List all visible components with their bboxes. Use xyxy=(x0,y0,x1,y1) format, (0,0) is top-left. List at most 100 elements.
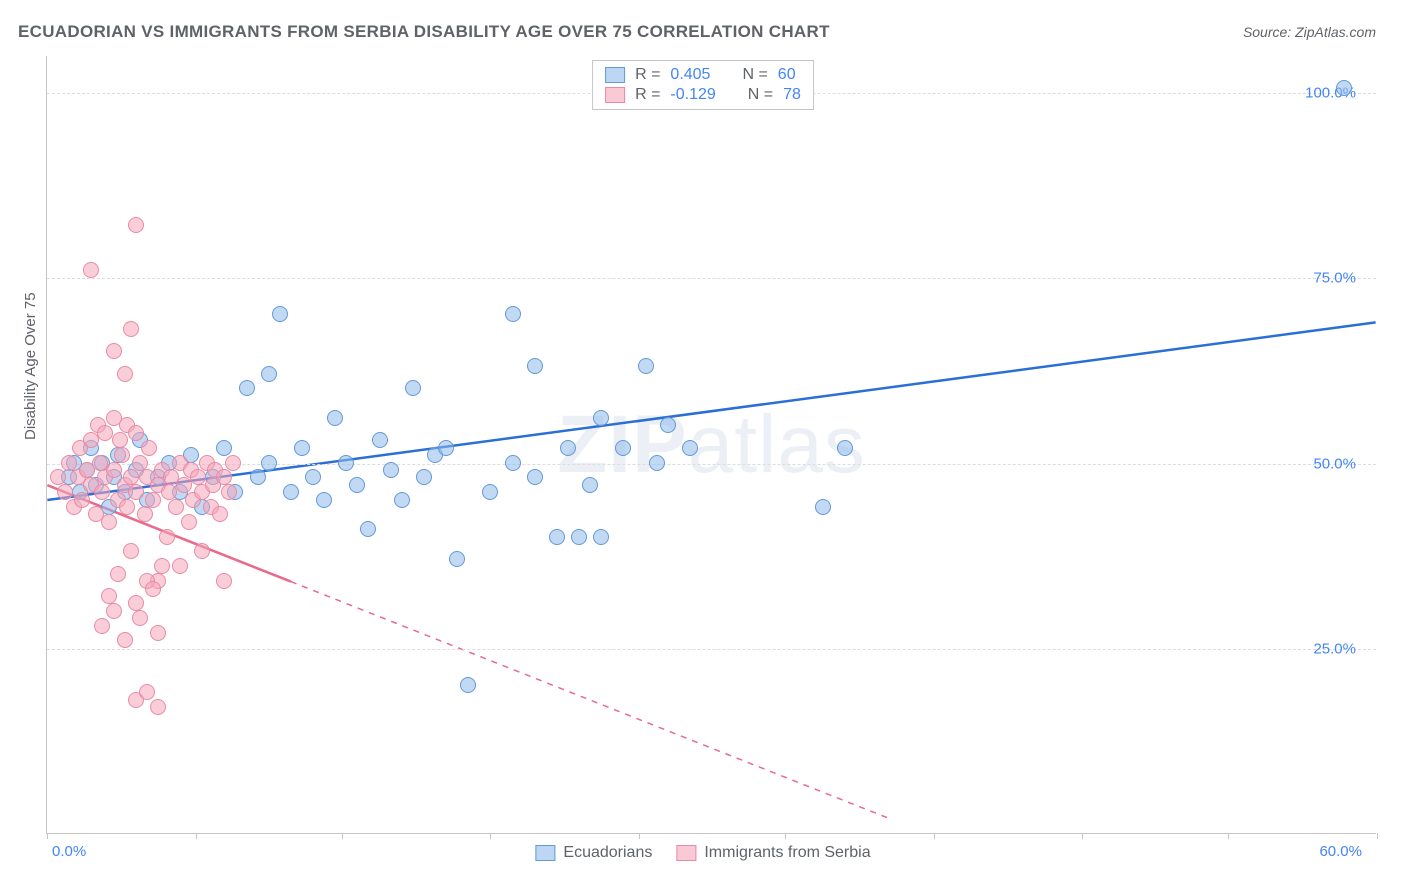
correlation-legend-row-pink: R = -0.129 N = 78 xyxy=(605,85,801,105)
n-value-blue: 60 xyxy=(778,66,796,84)
y-tick-label: 50.0% xyxy=(1313,455,1356,472)
data-point xyxy=(83,262,99,278)
series-legend-item-pink: Immigrants from Serbia xyxy=(676,844,870,862)
data-point xyxy=(141,440,157,456)
data-point xyxy=(101,514,117,530)
data-point xyxy=(154,558,170,574)
data-point xyxy=(815,499,831,515)
x-tick-label-min: 0.0% xyxy=(52,843,86,860)
data-point xyxy=(505,306,521,322)
data-point xyxy=(112,432,128,448)
data-point xyxy=(682,440,698,456)
data-point xyxy=(194,543,210,559)
n-value-pink: 78 xyxy=(783,86,801,104)
data-point xyxy=(123,543,139,559)
data-point xyxy=(216,573,232,589)
data-point xyxy=(338,455,354,471)
data-point xyxy=(216,440,232,456)
legend-swatch-pink xyxy=(676,845,696,861)
data-point xyxy=(505,455,521,471)
regression-lines xyxy=(47,56,1376,833)
data-point xyxy=(660,417,676,433)
data-point xyxy=(615,440,631,456)
data-point xyxy=(283,484,299,500)
data-point xyxy=(128,425,144,441)
x-tick xyxy=(785,833,786,839)
data-point xyxy=(145,581,161,597)
data-point xyxy=(123,469,139,485)
data-point xyxy=(61,455,77,471)
y-axis-label: Disability Age Over 75 xyxy=(22,292,39,440)
data-point xyxy=(593,410,609,426)
data-point xyxy=(117,366,133,382)
gridline xyxy=(47,278,1376,279)
x-tick xyxy=(1377,833,1378,839)
x-tick xyxy=(47,833,48,839)
data-point xyxy=(110,566,126,582)
data-point xyxy=(132,610,148,626)
x-tick xyxy=(196,833,197,839)
data-point xyxy=(150,699,166,715)
data-point xyxy=(181,514,197,530)
data-point xyxy=(349,477,365,493)
source-attribution: Source: ZipAtlas.com xyxy=(1243,24,1376,40)
plot-area: ZIPatlas 25.0%50.0%75.0%100.0% xyxy=(46,56,1376,834)
correlation-legend-row-blue: R = 0.405 N = 60 xyxy=(605,65,801,85)
legend-swatch-pink xyxy=(605,87,625,103)
data-point xyxy=(316,492,332,508)
regression-line-dashed xyxy=(291,582,889,819)
r-label: R = xyxy=(635,86,660,104)
data-point xyxy=(560,440,576,456)
series-legend-item-blue: Ecuadorians xyxy=(535,844,652,862)
x-tick xyxy=(1082,833,1083,839)
gridline xyxy=(47,649,1376,650)
data-point xyxy=(294,440,310,456)
chart-title: ECUADORIAN VS IMMIGRANTS FROM SERBIA DIS… xyxy=(18,22,830,42)
data-point xyxy=(139,684,155,700)
data-point xyxy=(582,477,598,493)
data-point xyxy=(216,469,232,485)
data-point xyxy=(549,529,565,545)
data-point xyxy=(137,506,153,522)
data-point xyxy=(123,321,139,337)
data-point xyxy=(527,469,543,485)
data-point xyxy=(74,492,90,508)
x-tick xyxy=(342,833,343,839)
series-label-blue: Ecuadorians xyxy=(563,844,652,862)
x-tick xyxy=(490,833,491,839)
data-point xyxy=(101,588,117,604)
data-point xyxy=(168,499,184,515)
x-tick xyxy=(934,833,935,839)
x-tick xyxy=(639,833,640,839)
data-point xyxy=(159,529,175,545)
data-point xyxy=(221,484,237,500)
y-tick-label: 75.0% xyxy=(1313,270,1356,287)
correlation-legend: R = 0.405 N = 60 R = -0.129 N = 78 xyxy=(592,60,814,110)
data-point xyxy=(383,462,399,478)
data-point xyxy=(57,484,73,500)
data-point xyxy=(150,625,166,641)
data-point xyxy=(212,506,228,522)
gridline xyxy=(47,464,1376,465)
data-point xyxy=(97,425,113,441)
n-label: N = xyxy=(748,86,773,104)
data-point xyxy=(190,469,206,485)
data-point xyxy=(527,358,543,374)
data-point xyxy=(128,484,144,500)
data-point xyxy=(161,484,177,500)
x-tick xyxy=(1228,833,1229,839)
data-point xyxy=(272,306,288,322)
n-label: N = xyxy=(742,66,767,84)
legend-swatch-blue xyxy=(535,845,555,861)
data-point xyxy=(305,469,321,485)
data-point xyxy=(114,447,130,463)
data-point xyxy=(482,484,498,500)
data-point xyxy=(460,677,476,693)
data-point xyxy=(128,217,144,233)
r-value-blue: 0.405 xyxy=(670,66,710,84)
data-point xyxy=(360,521,376,537)
data-point xyxy=(1336,80,1352,96)
data-point xyxy=(571,529,587,545)
data-point xyxy=(94,484,110,500)
data-point xyxy=(117,632,133,648)
